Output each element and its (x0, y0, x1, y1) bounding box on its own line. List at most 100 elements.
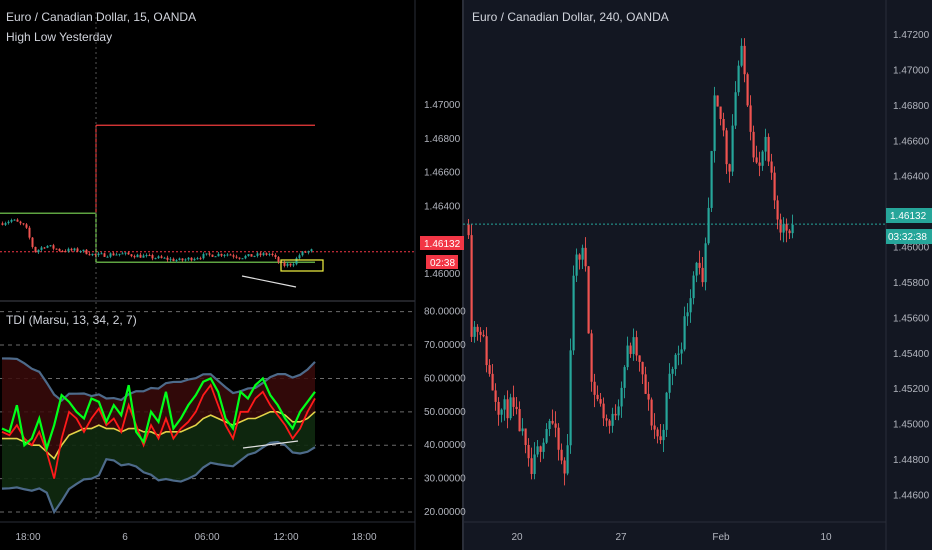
right-candle-body (758, 162, 761, 166)
right-candle-body (488, 365, 491, 374)
right-candle-body (788, 230, 791, 234)
left-candle-body (163, 257, 166, 259)
right-candle-body (722, 118, 725, 131)
left-candle-body (7, 221, 10, 224)
left-countdown-value: 02:38 (430, 258, 455, 269)
tdi-tick-label: 30.00000 (424, 474, 466, 485)
right-candle-body (683, 316, 686, 350)
left-candle-body (28, 227, 31, 238)
right-candle-body (515, 406, 518, 410)
right-candle-body (503, 399, 506, 410)
right-candle-body (707, 207, 710, 244)
left-candle-body (148, 255, 151, 257)
right-candle-body (527, 444, 530, 459)
left-candle-body (307, 251, 310, 253)
left-candle-body (274, 255, 277, 258)
right-candle-body (587, 266, 590, 334)
left-candle-body (61, 250, 64, 252)
left-candle-body (178, 258, 181, 261)
right-last-price-value: 1.46132 (890, 211, 927, 222)
left-candle-body (238, 257, 241, 259)
left-candles (1, 218, 313, 268)
tdi-market-base-line (2, 411, 316, 460)
left-candle-body (79, 251, 82, 253)
left-candle-body (49, 245, 52, 247)
right-candle-body (575, 254, 578, 276)
tdi-guide-lines (0, 311, 415, 513)
indicator-label: High Low Yesterday (6, 30, 112, 44)
tdi-tick-label: 60.00000 (424, 373, 466, 384)
left-candle-body (235, 256, 238, 258)
right-candle-body (644, 374, 647, 394)
right-candle-body (791, 224, 794, 234)
left-candle-body (265, 253, 268, 255)
left-candle-body (100, 253, 103, 255)
left-candle-body (214, 256, 217, 258)
right-time-tick-label: 20 (511, 532, 523, 543)
left-price-tick-label: 1.46400 (424, 201, 461, 212)
right-candle-body (653, 425, 656, 430)
left-candle-body (31, 237, 34, 247)
left-time-axis[interactable]: 18:00 6 06:00 12:00 18:00 (15, 532, 376, 543)
left-candle-body (205, 253, 208, 255)
left-candle-body (175, 260, 178, 262)
right-candle-body (632, 337, 635, 354)
left-candle-body (67, 248, 70, 252)
right-candle-body (761, 151, 764, 166)
right-candle-body (779, 219, 782, 233)
left-time-tick-label: 12:00 (273, 532, 298, 543)
right-price-tick-label: 1.46400 (893, 172, 930, 183)
left-candle-body (268, 253, 271, 255)
right-candle-body (536, 446, 539, 455)
right-time-axis[interactable]: 20 27 Feb 10 (511, 532, 832, 543)
right-candle-body (767, 136, 770, 162)
right-candle-body (584, 247, 587, 267)
left-candle-body (88, 254, 91, 256)
right-candle-body (770, 161, 773, 173)
left-candle-body (139, 254, 142, 258)
left-candle-body (82, 249, 85, 252)
right-candle-body (620, 387, 623, 407)
left-candle-body (145, 255, 148, 257)
left-candle-body (37, 249, 40, 253)
right-candle-body (680, 349, 683, 354)
right-price-tick-label: 1.47200 (893, 30, 930, 41)
left-candle-body (169, 258, 172, 260)
left-candle-body (19, 221, 22, 224)
right-countdown-value: 03:32:38 (888, 232, 927, 243)
price-trendline-annotation (241, 275, 297, 288)
right-candle-body (485, 336, 488, 366)
left-candle-body (58, 248, 61, 251)
right-candle-body (659, 436, 662, 441)
left-time-tick-label: 18:00 (351, 532, 376, 543)
right-candle-body (689, 298, 692, 313)
right-candle-body (692, 275, 695, 299)
right-candle-body (542, 442, 545, 452)
right-candle-body (650, 399, 653, 426)
tdi-lower-band (1, 440, 316, 515)
right-candle-body (494, 390, 497, 402)
left-candle-body (46, 245, 49, 248)
left-candle-body (10, 220, 13, 222)
right-time-tick-label: 27 (615, 532, 627, 543)
right-price-tick-label: 1.45800 (893, 278, 930, 289)
left-candle-body (154, 258, 157, 260)
left-candle-body (298, 255, 301, 259)
left-candle-body (232, 255, 235, 257)
tdi-upper-band (1, 357, 316, 403)
left-candle-body (223, 254, 226, 256)
right-price-tick-label: 1.46800 (893, 101, 930, 112)
right-candle-body (497, 401, 500, 415)
tdi-tick-label: 50.00000 (424, 407, 466, 418)
right-candle-body (668, 373, 671, 393)
left-candle-body (64, 251, 67, 253)
tdi-value-axis[interactable]: 80.00000 70.00000 60.00000 50.00000 40.00000… (424, 307, 466, 518)
right-candle-body (500, 409, 503, 415)
right-candle-body (623, 367, 626, 388)
right-candle-body (530, 458, 533, 474)
left-candle-body (181, 258, 184, 261)
left-candle-body (103, 253, 106, 257)
left-price-tick-label: 1.46000 (424, 269, 461, 280)
left-time-tick-label: 6 (122, 532, 128, 543)
right-candle-body (776, 200, 779, 220)
